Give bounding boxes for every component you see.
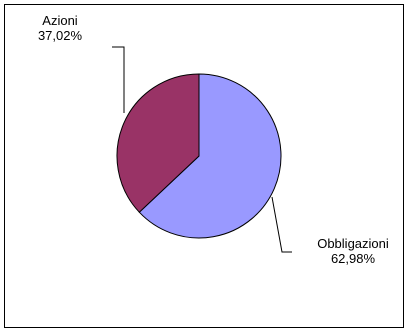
data-label-azioni-name: Azioni: [42, 13, 78, 28]
leader-line-obbligazioni: [271, 196, 292, 253]
leader-line-azioni: [112, 46, 125, 113]
data-label-obbligazioni-value: 62,98%: [330, 251, 376, 266]
pie-slice-obbligazioni: [138, 73, 282, 239]
data-label-azioni: Azioni 37,02%: [22, 13, 98, 43]
data-label-obbligazioni: Obbligazioni 62,98%: [300, 236, 406, 266]
data-label-azioni-value: 37,02%: [37, 28, 83, 43]
data-label-obbligazioni-name: Obbligazioni: [317, 236, 389, 251]
pie-slice-azioni: [116, 73, 200, 213]
